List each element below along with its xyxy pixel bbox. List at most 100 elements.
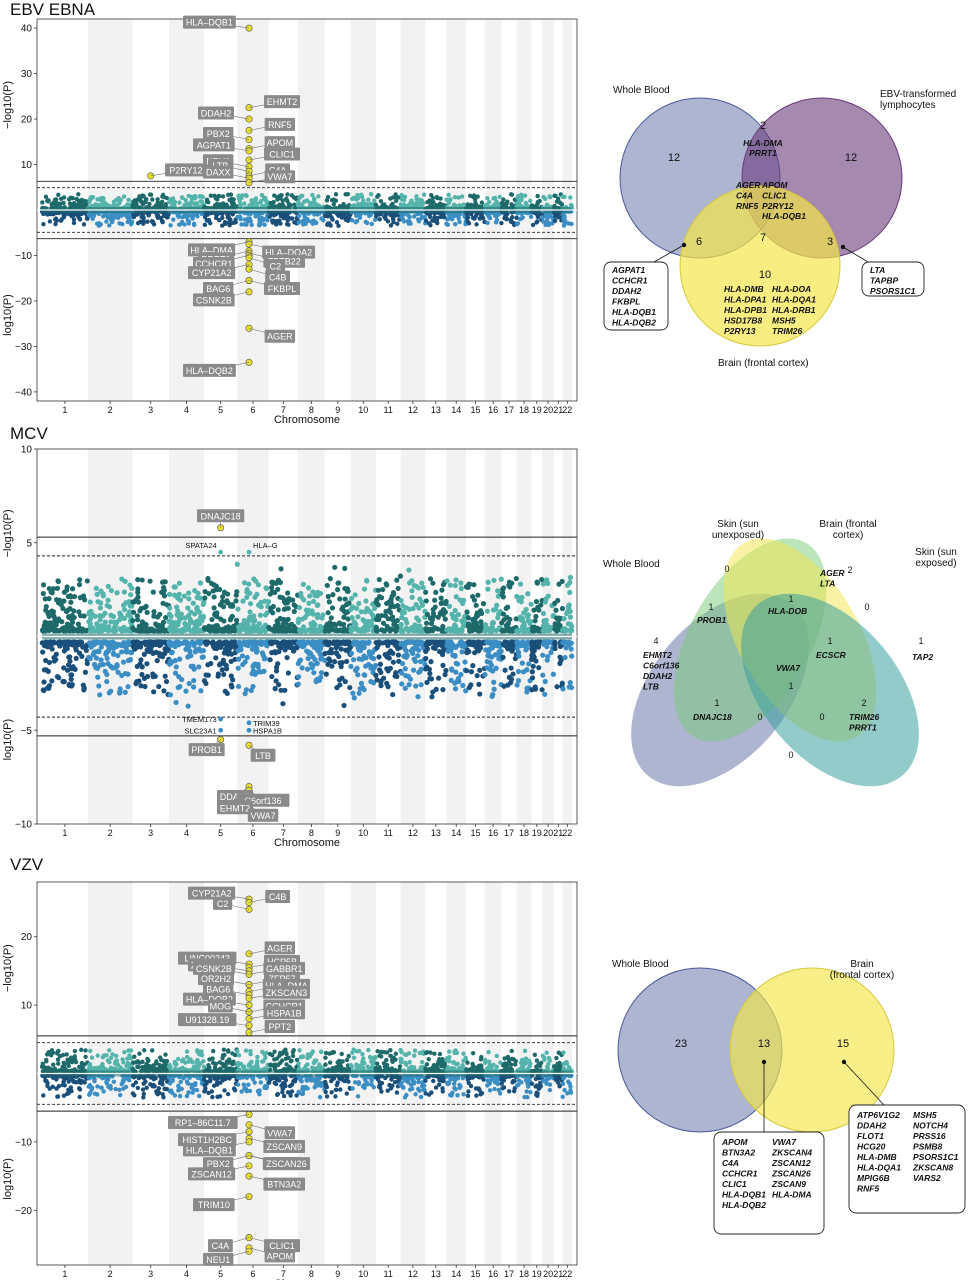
gene-label: C2 <box>270 261 282 271</box>
manhattan-plot-1: 105−5−101 2 3 4 5 6 7 8 9 10 11 12 13 14 15 16 17 18 19 20 2… <box>2 445 578 849</box>
snp-point <box>274 222 279 227</box>
snp-point <box>310 598 317 604</box>
snp-point <box>375 194 380 199</box>
y-tick-label: −20 <box>15 296 32 307</box>
snp-point <box>410 667 417 673</box>
snp-point <box>208 193 214 198</box>
snp-point <box>355 626 361 632</box>
snp-point <box>423 598 429 604</box>
x-tick-label: 17 <box>504 828 514 838</box>
x-tick-label: 6 <box>251 405 256 415</box>
snp-point <box>423 655 429 662</box>
snp-point <box>349 615 355 621</box>
snp-point <box>406 580 413 586</box>
snp-point <box>406 567 412 573</box>
snp-point <box>547 221 552 226</box>
snp-point <box>119 628 125 634</box>
snp-point <box>53 216 59 221</box>
snp-point <box>489 628 495 634</box>
snp-point <box>490 620 497 626</box>
snp-point <box>325 194 331 200</box>
snp-point <box>267 657 273 663</box>
snp-point <box>239 222 244 227</box>
gene-label: CYP21A2 <box>192 268 232 278</box>
snp-point <box>280 701 286 707</box>
snp-point <box>275 607 281 613</box>
snp-point <box>410 646 416 652</box>
x-tick-label: 14 <box>451 828 461 838</box>
snp-point <box>121 194 127 199</box>
snp-point <box>393 198 399 204</box>
snp-point <box>324 582 330 589</box>
snp-point <box>530 645 536 651</box>
snp-point <box>277 643 283 650</box>
snp-point <box>218 202 223 208</box>
gene-label: DAXX <box>206 168 231 178</box>
snp-point <box>333 644 339 651</box>
snp-point <box>43 194 49 199</box>
snp-point <box>269 579 275 585</box>
snp-point <box>544 639 550 645</box>
snp-point <box>275 197 280 202</box>
snp-point <box>338 664 344 670</box>
snp-point <box>278 566 284 572</box>
snp-point <box>69 672 75 678</box>
snp-point <box>348 595 355 602</box>
snp-point <box>382 639 388 646</box>
snp-point <box>186 680 192 687</box>
snp-point <box>491 679 497 685</box>
snp-point <box>98 657 104 663</box>
snp-point <box>556 581 562 587</box>
snp-point <box>166 618 172 624</box>
snp-point <box>550 671 556 677</box>
snp-point <box>303 607 309 613</box>
snp-point <box>176 674 182 680</box>
snp-point <box>259 218 264 223</box>
snp-point <box>147 201 152 207</box>
gene-label: HLA–DQB2 <box>186 366 233 376</box>
snp-point <box>414 640 420 646</box>
snp-point <box>411 214 417 219</box>
snp-point <box>508 192 514 197</box>
snp-point <box>409 588 415 594</box>
snp-point <box>323 671 329 677</box>
snp-point <box>186 221 192 226</box>
snp-point <box>343 192 348 197</box>
snp-point <box>240 598 246 604</box>
snp-point <box>46 198 51 203</box>
snp-point <box>390 691 396 698</box>
snp-point <box>242 201 247 206</box>
snp-point <box>335 580 341 586</box>
snp-point <box>132 198 137 203</box>
snp-point <box>243 192 249 198</box>
snp-point <box>547 194 553 200</box>
x-tick-label: 17 <box>504 405 514 415</box>
snp-point <box>507 584 513 590</box>
snp-point <box>130 644 137 650</box>
snp-point <box>539 577 545 583</box>
snp-point <box>79 1047 84 1053</box>
snp-point <box>106 644 112 650</box>
snp-point <box>262 612 269 618</box>
snp-point <box>217 218 222 223</box>
snp-point <box>442 616 448 622</box>
snp-point <box>202 639 209 645</box>
snp-point <box>491 577 497 583</box>
snp-point <box>76 198 81 203</box>
snp-point <box>260 652 266 658</box>
snp-point <box>313 677 319 683</box>
snp-point <box>350 196 355 202</box>
snp-point <box>500 641 506 647</box>
x-tick-label: 2 <box>108 828 113 838</box>
snp-point <box>565 608 571 615</box>
snp-point <box>252 594 258 600</box>
snp-point <box>392 213 397 218</box>
snp-point <box>220 628 226 634</box>
snp-point <box>117 221 122 226</box>
snp-point <box>419 215 424 221</box>
snp-point <box>400 628 406 634</box>
snp-point <box>191 212 196 218</box>
snp-point <box>281 215 286 221</box>
